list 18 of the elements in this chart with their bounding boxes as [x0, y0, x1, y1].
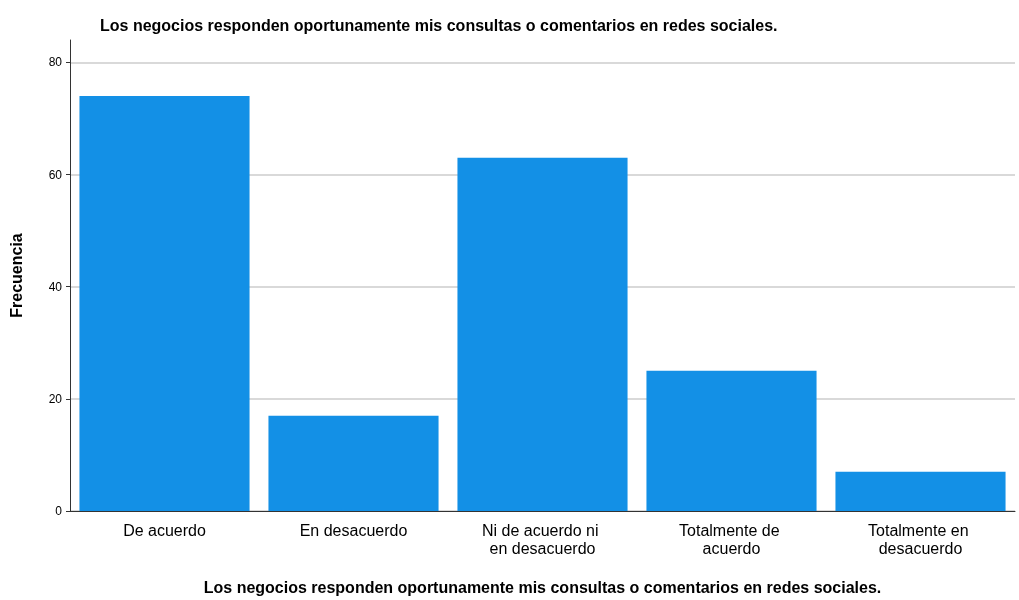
y-tick-label: 40 — [48, 279, 63, 294]
x-tick-label: Totalmente de acuerdo — [679, 521, 784, 557]
x-tick-label: De acuerdo — [123, 521, 206, 539]
y-tick-label: 0 — [55, 504, 63, 518]
y-tick-label: 60 — [48, 167, 63, 182]
bar — [79, 96, 250, 511]
y-tick-label: 80 — [48, 55, 63, 70]
bar — [268, 415, 439, 511]
x-tick-label: Ni de acuerdo ni en desacuerdo — [482, 521, 603, 557]
x-tick-label: En desacuerdo — [299, 521, 408, 539]
bar — [646, 370, 817, 511]
x-axis-title: Los negocios responden oportunamente mis consultas o comentarios en redes sociales. — [203, 578, 882, 596]
y-tick-label: 20 — [48, 391, 63, 406]
y-axis-title: Frecuencia — [7, 233, 25, 318]
chart-title: Los negocios responden oportunamente mis consultas o comentarios en redes sociales. — [100, 16, 778, 34]
bar — [457, 157, 628, 511]
bar — [835, 471, 1006, 511]
x-tick-label: Totalmente en desacuerdo — [868, 521, 973, 557]
